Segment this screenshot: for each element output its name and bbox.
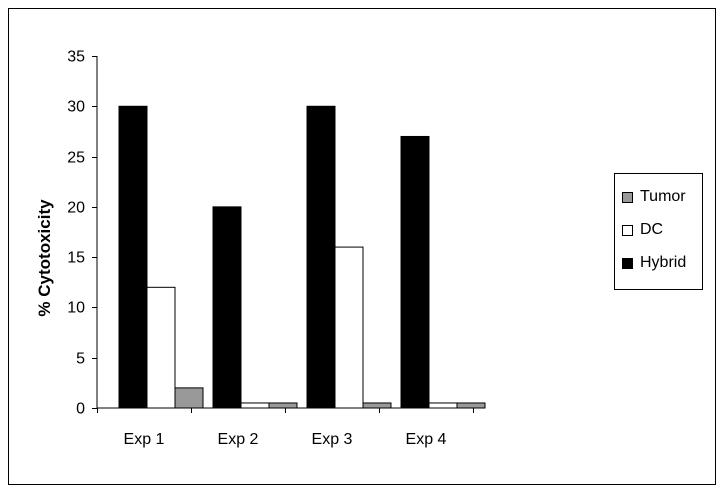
- legend-label: Tumor: [640, 188, 686, 205]
- legend-item-hybrid: Hybrid: [622, 252, 686, 274]
- legend-label: DC: [640, 221, 664, 238]
- legend-swatch: [622, 257, 633, 269]
- bar-hybrid: [212, 206, 242, 409]
- bar-hybrid: [118, 105, 148, 409]
- y-tick-label: 20: [67, 200, 85, 217]
- bar-dc: [240, 402, 270, 409]
- bar-dc: [334, 246, 364, 409]
- bar-hybrid: [306, 105, 336, 409]
- y-tick-label: 15: [67, 250, 85, 267]
- y-tick-label: 0: [76, 401, 85, 418]
- y-tick-label: 10: [67, 300, 85, 317]
- legend-item-dc: DC: [622, 219, 663, 241]
- x-tick-label: Exp 1: [124, 431, 165, 448]
- bar-hybrid: [400, 135, 430, 409]
- x-tick-label: Exp 2: [218, 431, 259, 448]
- bar-tumor: [362, 402, 392, 409]
- y-tick-label: 5: [76, 351, 85, 368]
- x-tick-label: Exp 4: [406, 431, 447, 448]
- legend-swatch: [622, 191, 633, 203]
- bar-dc: [428, 402, 458, 409]
- y-tick-label: 35: [67, 49, 85, 66]
- legend-swatch: [622, 224, 633, 236]
- bar-tumor: [174, 387, 204, 409]
- bar-dc: [146, 286, 176, 409]
- x-tick-label: Exp 3: [312, 431, 353, 448]
- bar-tumor: [456, 402, 486, 409]
- y-tick-label: 25: [67, 150, 85, 167]
- y-axis-title: % Cytotoxicity: [35, 199, 54, 317]
- bar-tumor: [268, 402, 298, 409]
- y-tick-label: 30: [67, 99, 85, 116]
- legend-item-tumor: Tumor: [622, 186, 686, 208]
- legend: Tumor DC Hybrid: [614, 173, 703, 290]
- legend-label: Hybrid: [640, 254, 687, 271]
